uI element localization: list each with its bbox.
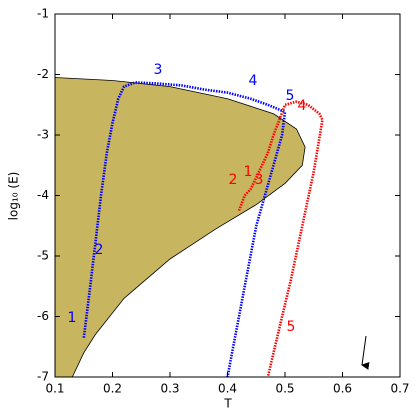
y-tick-label: -2 — [37, 67, 49, 81]
x-tick-label: 0.3 — [160, 382, 179, 396]
annotation: 3 — [154, 62, 163, 78]
annotation: 5 — [286, 88, 295, 104]
annotation: 1 — [244, 164, 253, 180]
x-tick-label: 0.1 — [45, 382, 64, 396]
series-line — [237, 100, 324, 378]
series-line — [82, 81, 287, 378]
y-label: log₁₀ (E) — [7, 172, 21, 221]
region — [54, 77, 306, 378]
arrow — [361, 335, 370, 370]
x-label: T — [223, 397, 232, 411]
y-tick-label: -5 — [37, 249, 49, 263]
y-tick-label: -3 — [37, 128, 49, 142]
annotation: 1 — [68, 310, 77, 326]
annotation: 4 — [298, 98, 307, 114]
plot — [54, 77, 324, 378]
x-tick-label: 0.4 — [218, 382, 237, 396]
x-tick-label: 0.7 — [390, 382, 409, 396]
x-tick-label: 0.5 — [275, 382, 294, 396]
annotation: 4 — [249, 73, 258, 89]
y-tick-label: -6 — [37, 309, 49, 323]
annotation: 5 — [287, 319, 296, 335]
y-tick-label: -1 — [37, 7, 49, 21]
y-tick-label: -4 — [37, 188, 49, 202]
x-tick-label: 0.6 — [333, 382, 352, 396]
annotation: 2 — [95, 242, 104, 258]
x-tick-label: 0.2 — [103, 382, 122, 396]
y-tick-label: -7 — [37, 370, 49, 384]
annotation: 3 — [255, 172, 264, 188]
annotation: 2 — [229, 172, 238, 188]
